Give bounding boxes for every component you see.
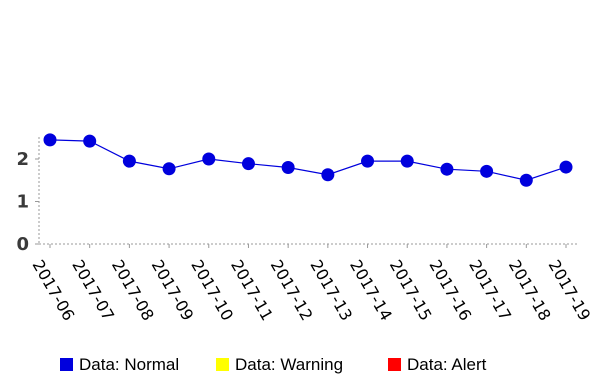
x-ticks: 2017-062017-072017-082017-092017-102017-… (29, 244, 594, 324)
data-point (321, 168, 335, 182)
data-point (480, 164, 494, 178)
series-points (43, 133, 573, 187)
legend-label: Data: Warning (235, 355, 343, 374)
data-point (440, 162, 454, 176)
legend-swatch (60, 358, 73, 371)
data-point (361, 154, 375, 168)
data-point (400, 154, 414, 168)
data-point (281, 161, 295, 174)
series-lines (49, 139, 567, 181)
legend-swatch (216, 358, 229, 371)
data-point (241, 157, 255, 171)
legend: Data: Normal Data: Warning Data: Alert (60, 355, 487, 374)
data-point (519, 173, 533, 187)
y-tick-label: 1 (16, 192, 29, 213)
legend-swatch (388, 358, 401, 371)
y-ticks: 0 1 2 (16, 149, 39, 255)
data-point (83, 134, 97, 148)
series-line (49, 139, 567, 181)
data-point (559, 160, 573, 174)
data-point (122, 154, 136, 168)
data-point (162, 162, 176, 176)
legend-label: Data: Normal (79, 355, 179, 374)
y-tick-label: 2 (16, 149, 29, 170)
axes (38, 137, 578, 245)
data-point (202, 152, 216, 166)
y-tick-label: 0 (16, 234, 29, 255)
legend-label: Data: Alert (407, 355, 487, 374)
data-point (43, 133, 57, 147)
